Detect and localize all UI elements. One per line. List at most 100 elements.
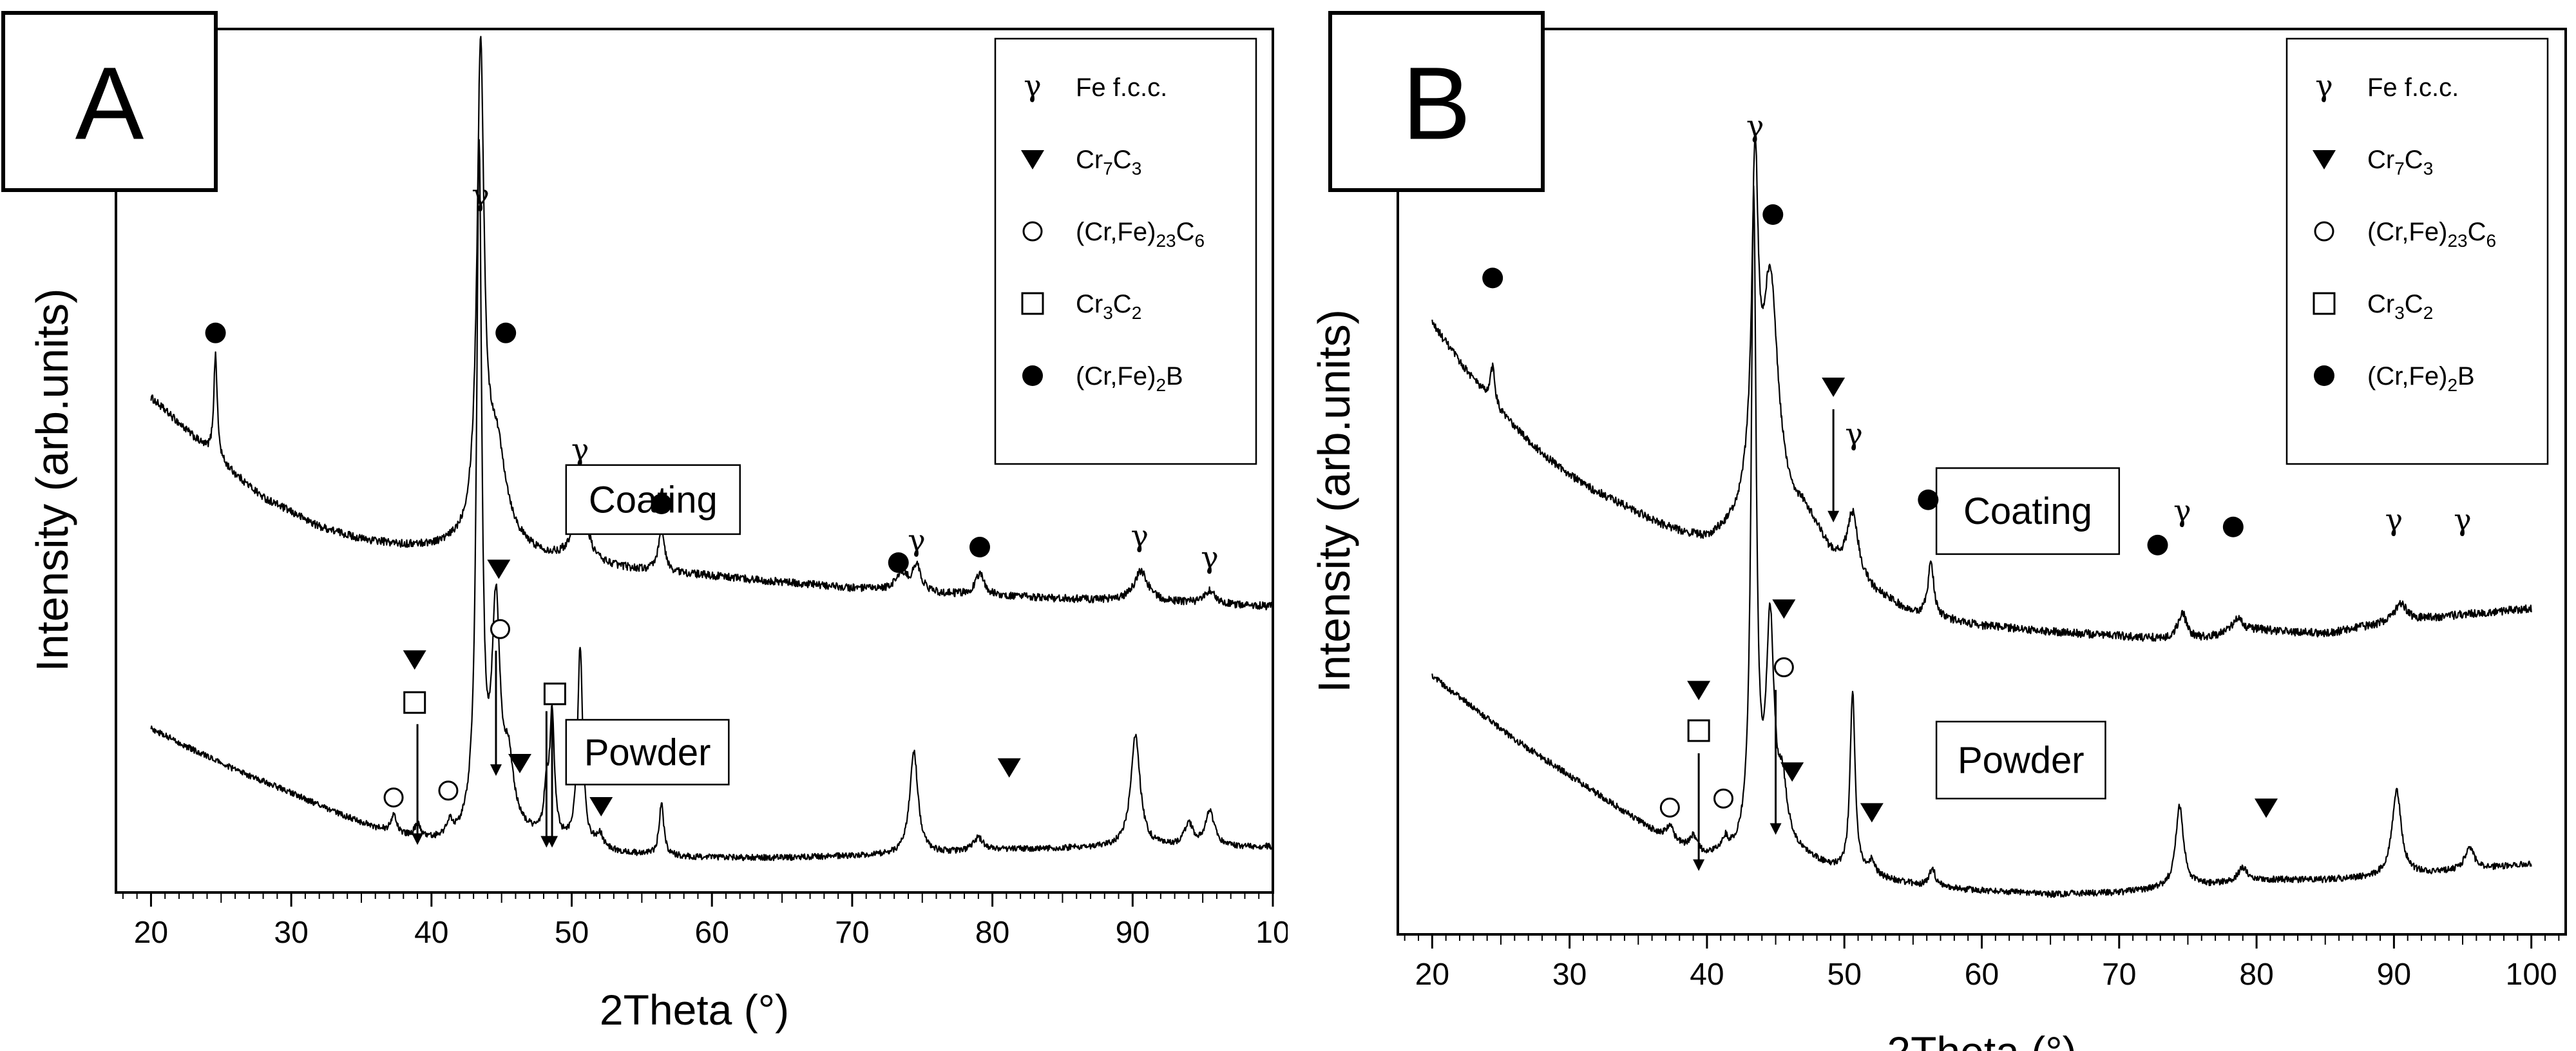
legend-label: Cr3C2 [2367,290,2433,323]
panel-a: 20 30 40 50 60 70 80 90 10 2Theta (°) Intensity (a… [1,11,1288,1034]
legend-label-part: C [1113,290,1132,318]
legend-symbol-filled-circle [1022,365,1043,386]
legend-box [2285,37,2549,465]
triangle-marker [997,758,1021,778]
legend-label-part: 6 [1194,231,1205,251]
x-tick-label: 60 [1965,958,1999,992]
gamma-marker: γ [2454,503,2472,537]
x-axis-label: 2Theta (°) [1887,1028,2076,1051]
legend-label-part: 23 [1156,231,1176,251]
legend-label-part: C [2468,218,2486,246]
x-tick-label: 50 [1827,958,1862,992]
x-tick-label: 70 [835,916,869,950]
series-tag-coating: Coating [1963,490,2092,532]
open-circle-marker [1659,797,1680,818]
triangle-marker [1780,762,1804,782]
legend-label-part: Cr [1076,146,1103,174]
legend-symbol-gamma: γ [2315,68,2333,103]
gamma-marker: γ [571,432,589,467]
legend-label-part: B [2457,362,2475,391]
open-circle-marker [1713,788,1734,809]
legend-label-part: C [2405,290,2423,318]
legend-symbol-triangle [1021,150,1044,169]
arrow-head [490,764,502,776]
legend-label: Cr7C3 [1076,146,1141,178]
legend-label: (Cr,Fe)23C6 [1076,218,1205,251]
gamma-marker: γ [1746,109,1764,144]
arrow-head [1693,859,1705,871]
gamma-marker: γ [908,523,926,557]
panel-label-box [1,11,218,192]
series-line-coating [150,35,1274,611]
x-tick-label: 60 [695,916,729,950]
legend-label-part: C [1176,218,1195,246]
triangle-marker [1822,377,1846,397]
gamma-marker: γ [1201,540,1219,575]
legend-label-part: 2 [1132,303,1142,323]
series-tag-box [565,718,730,786]
legend-label-part: 2 [1156,375,1166,395]
arrow-head [546,836,558,848]
panel-label-box [1328,11,1545,192]
legend-label-part: 7 [1103,159,1113,178]
xrd-chart-b: 20 30 40 50 60 70 80 90 100 2Theta (°) Intensity (… [1309,11,2567,1051]
series-tag-box [1935,467,2121,555]
x-tick-label: 90 [2377,958,2411,992]
x-tick-label: 20 [1415,958,1449,992]
x-tick-label: 80 [975,916,1009,950]
legend-symbol-square [1021,292,1044,315]
legend-label-part: 7 [2394,159,2405,178]
x-tick-label: 40 [414,916,448,950]
arrow-head [1827,510,1840,523]
open-circle-marker [438,780,459,801]
triangle-marker [508,754,531,773]
legend-label: Cr3C2 [1076,290,1141,323]
filled-circle-marker [888,552,909,574]
legend-symbol-square [2313,292,2336,315]
x-axis-label: 2Theta (°) [600,986,789,1034]
legend-label: (Cr,Fe)23C6 [2367,218,2496,251]
x-tick-label: 80 [2239,958,2273,992]
gamma-marker: γ [1845,416,1863,451]
open-circle-marker [490,619,510,639]
legend-label-part: 6 [2486,231,2496,251]
filled-circle-marker [1918,489,1939,510]
legend-label: Cr7C3 [2367,146,2433,178]
open-circle-marker [383,787,404,808]
legend-label-part: (Cr,Fe) [2367,362,2447,391]
arrow-head [412,833,424,845]
square-marker [1687,719,1710,742]
legend-label: Fe f.c.c. [1076,73,1167,102]
open-circle-marker [1773,657,1794,678]
series-line-powder [150,139,1274,862]
gamma-marker: γ [2385,503,2403,537]
legend-label-part: C [2405,146,2423,174]
square-marker [543,682,566,706]
legend-symbol-filled-circle [2314,365,2334,386]
legend-label-part: 3 [2394,303,2405,323]
filled-circle-marker [651,494,672,514]
filled-circle-marker [2147,534,2168,555]
legend-label-part: 3 [1103,303,1113,323]
gamma-marker: γ [1131,519,1149,554]
filled-circle-marker [1482,267,1503,289]
x-tick-label: 30 [1552,958,1587,992]
legend-label-part: 2 [2423,303,2434,323]
filled-circle-marker [495,322,517,343]
panel-label: B [1402,46,1471,161]
series-tag-box [1935,720,2106,800]
legend-label-part: 23 [2447,231,2467,251]
gamma-marker: γ [2173,494,2191,528]
x-tick-label: 10 [1255,916,1288,950]
triangle-marker [1687,680,1711,700]
legend-label-part: Fe f.c.c. [2367,73,2459,102]
x-tick-label: 70 [2102,958,2136,992]
legend-label-part: B [1166,362,1183,391]
legend-label-part: Fe f.c.c. [1076,73,1167,102]
series-tag-powder: Powder [1958,740,2085,782]
legend-label-part: (Cr,Fe) [1076,362,1156,391]
filled-circle-marker [2222,516,2244,537]
x-tick-label: 40 [1690,958,1724,992]
legend-symbol-triangle [2313,150,2336,169]
legend-label-part: Cr [1076,290,1103,318]
